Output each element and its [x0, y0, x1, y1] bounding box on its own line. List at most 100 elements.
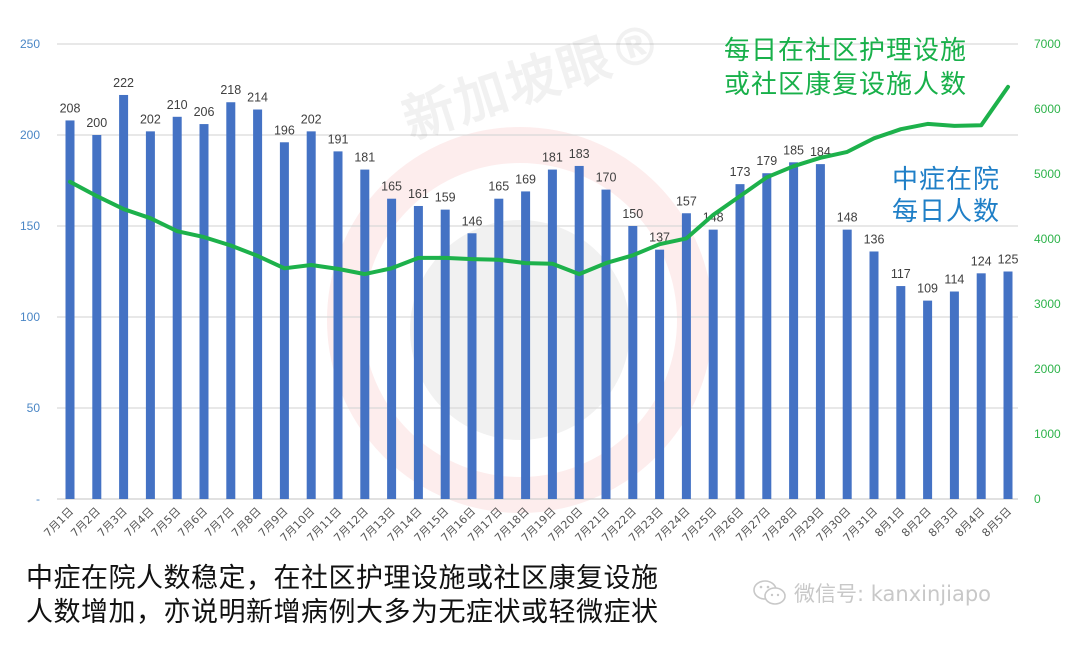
left-y-tick: 100	[20, 310, 40, 324]
bar-value-label: 125	[998, 253, 1019, 267]
bar-value-label: 157	[676, 194, 697, 208]
bar-value-label: 222	[113, 76, 134, 90]
x-axis: 7月1日7月2日7月3日7月4日7月5日7月6日7月7日7月8日7月9日7月10…	[41, 505, 1014, 545]
bar	[735, 184, 745, 499]
bar-value-label: 109	[917, 282, 938, 296]
caption-line: 中症在院人数稳定，在社区护理设施或社区康复设施	[26, 563, 659, 594]
bar	[253, 109, 263, 500]
right-y-tick: 5000	[1034, 167, 1061, 181]
bar-value-label: 202	[301, 112, 322, 126]
bar-value-label: 165	[381, 180, 402, 194]
bar	[92, 135, 102, 499]
bar	[869, 251, 879, 499]
bar-value-label: 117	[891, 267, 911, 281]
left-y-tick: 250	[20, 37, 40, 51]
annotation-line: 中症在院	[892, 165, 1001, 195]
wechat-icon	[753, 580, 786, 605]
bar	[789, 162, 799, 500]
annotation-line: 每日在社区护理设施	[724, 36, 968, 66]
bar-value-label: 159	[435, 191, 456, 205]
left-y-tick: 50	[27, 401, 41, 415]
right-y-tick: 6000	[1034, 102, 1061, 116]
bar-value-label: 210	[167, 98, 188, 112]
bar-value-label: 185	[783, 143, 804, 157]
bar	[172, 116, 182, 500]
bar	[279, 142, 289, 499]
bar-value-label: 170	[596, 171, 617, 185]
right-y-tick: 3000	[1034, 297, 1061, 311]
right-y-tick: 7000	[1034, 37, 1061, 51]
bar	[521, 191, 531, 500]
left-y-axis: - 50 100 150 200 250	[20, 37, 40, 506]
bar	[333, 151, 343, 499]
bar	[1003, 271, 1013, 499]
bar	[494, 198, 504, 499]
bar	[681, 213, 691, 499]
bar-value-label: 200	[86, 116, 107, 130]
wechat-watermark: 微信号: kanxinjiapo	[752, 578, 991, 608]
bar	[655, 249, 665, 499]
bar-value-label: 150	[622, 207, 643, 221]
right-y-axis: 0 1000 2000 3000 4000 5000 6000 7000	[1034, 37, 1061, 506]
line-series	[68, 84, 1010, 277]
right-y-tick: 2000	[1034, 362, 1061, 376]
bar-value-label: 191	[328, 132, 349, 146]
combo-chart: 208 200 222 202 210 206 218 214 196 202 191 181 165 1…	[20, 37, 1061, 545]
annotation-line: 每日人数	[892, 197, 1001, 227]
bar	[708, 229, 718, 499]
bar	[574, 165, 584, 499]
gridlines	[57, 43, 1018, 500]
line-series-annotation: 每日在社区护理设施 或社区康复设施人数	[724, 34, 967, 102]
bar	[440, 209, 450, 499]
right-y-tick: 4000	[1034, 232, 1061, 246]
bar	[896, 286, 906, 499]
bar-value-label: 173	[730, 165, 751, 179]
bar-value-label: 181	[354, 151, 375, 165]
bar-value-label: 146	[462, 214, 483, 228]
watermark-logo	[327, 127, 713, 513]
left-y-tick: 150	[20, 219, 40, 233]
bar	[360, 169, 370, 499]
bar-data-labels: 208 200 222 202 210 206 218 214 196 202 191 181 165 1…	[60, 76, 1019, 296]
bar	[467, 233, 477, 499]
caption-line: 人数增加，亦说明新增病例大多为无症状或轻微症状	[26, 597, 659, 628]
bar	[387, 198, 397, 499]
bar-value-label: 181	[542, 151, 563, 165]
bar	[226, 102, 236, 500]
bar	[306, 131, 316, 500]
bar-value-label: 206	[194, 105, 215, 119]
bar	[923, 300, 933, 499]
bar	[65, 120, 75, 499]
bar	[145, 131, 155, 500]
bar-value-label: 165	[488, 180, 509, 194]
bar-value-label: 214	[247, 91, 268, 105]
bar-value-label: 114	[944, 273, 964, 287]
bar-value-label: 161	[408, 187, 429, 201]
bar	[976, 273, 986, 499]
annotation-line: 或社区康复设施人数	[724, 70, 968, 100]
bar-value-label: 218	[220, 83, 241, 97]
right-y-tick: 1000	[1034, 427, 1061, 441]
bar-value-label: 169	[515, 172, 536, 186]
bar-value-label: 202	[140, 112, 161, 126]
bar	[815, 164, 825, 499]
wechat-id: 微信号: kanxinjiapo	[794, 582, 992, 606]
chart-caption: 中症在院人数稳定，在社区护理设施或社区康复设施 人数增加，亦说明新增病例大多为无…	[26, 562, 659, 630]
bar	[547, 169, 557, 499]
bar-series-annotation: 中症在院 每日人数	[892, 164, 1000, 228]
left-y-tick: -	[36, 492, 40, 506]
left-y-tick: 200	[20, 128, 40, 142]
right-y-tick: 0	[1034, 492, 1041, 506]
bar	[949, 291, 959, 499]
bar-value-label: 208	[60, 101, 81, 115]
bar	[199, 124, 209, 499]
bar-series	[65, 94, 1013, 500]
bar	[762, 173, 772, 499]
bar	[601, 189, 611, 499]
bar-value-label: 183	[569, 147, 590, 161]
bar	[413, 205, 423, 500]
bar-value-label: 136	[864, 232, 885, 246]
bar	[119, 94, 129, 500]
bar	[628, 226, 638, 499]
bar-value-label: 124	[971, 254, 992, 268]
